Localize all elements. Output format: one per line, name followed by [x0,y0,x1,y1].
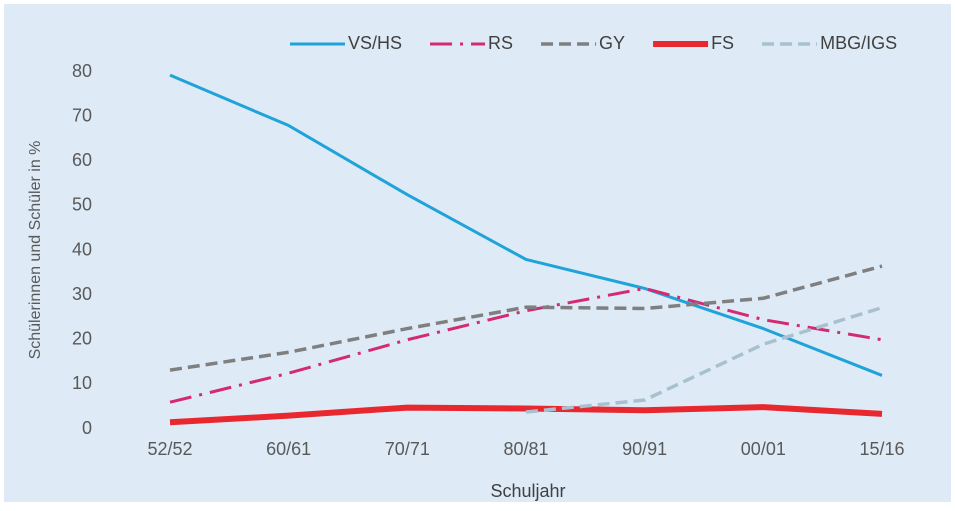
x-tick-label: 70/71 [385,439,430,459]
y-axis-title: Schülerinnen und Schüler in % [27,141,44,360]
legend-label: VS/HS [348,33,402,53]
y-tick-label: 80 [72,61,92,81]
series-line [525,305,883,414]
x-tick-label: 90/91 [622,439,667,459]
y-tick-label: 10 [72,373,92,393]
legend-label: RS [488,33,513,53]
series-line [169,404,883,426]
x-tick-label: 80/81 [503,439,548,459]
legend-label: GY [599,33,625,53]
y-tick-label: 50 [72,195,92,215]
y-tick-label: 60 [72,150,92,170]
x-axis-title: Schuljahr [490,481,565,501]
legend-label: FS [711,33,734,53]
x-tick-label: 60/61 [266,439,311,459]
legend-label: MBG/IGS [820,33,897,53]
x-tick-label: 15/16 [859,439,904,459]
series-line [169,73,883,377]
x-tick-label: 52/52 [147,439,192,459]
x-tick-label: 00/01 [741,439,786,459]
y-tick-label: 40 [72,239,92,259]
y-tick-label: 30 [72,284,92,304]
y-tick-label: 20 [72,329,92,349]
y-tick-label: 0 [82,418,92,438]
chart-background [4,4,951,502]
series-line [169,264,883,372]
y-tick-label: 70 [72,105,92,125]
